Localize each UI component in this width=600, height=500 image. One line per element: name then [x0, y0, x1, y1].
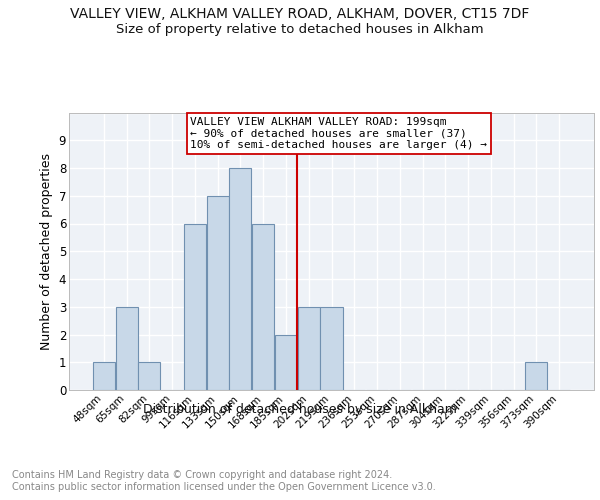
Bar [252, 224, 274, 390]
Bar [275, 334, 297, 390]
Bar [298, 306, 320, 390]
Text: Contains HM Land Registry data © Crown copyright and database right 2024.
Contai: Contains HM Land Registry data © Crown c… [12, 470, 436, 492]
Bar [116, 306, 138, 390]
Bar [139, 362, 160, 390]
Bar [525, 362, 547, 390]
Bar [93, 362, 115, 390]
Bar [229, 168, 251, 390]
Bar [320, 306, 343, 390]
Bar [206, 196, 229, 390]
Text: Size of property relative to detached houses in Alkham: Size of property relative to detached ho… [116, 22, 484, 36]
Y-axis label: Number of detached properties: Number of detached properties [40, 153, 53, 350]
Bar [184, 224, 206, 390]
Text: Distribution of detached houses by size in Alkham: Distribution of detached houses by size … [143, 402, 457, 415]
Text: VALLEY VIEW, ALKHAM VALLEY ROAD, ALKHAM, DOVER, CT15 7DF: VALLEY VIEW, ALKHAM VALLEY ROAD, ALKHAM,… [70, 8, 530, 22]
Text: VALLEY VIEW ALKHAM VALLEY ROAD: 199sqm
← 90% of detached houses are smaller (37): VALLEY VIEW ALKHAM VALLEY ROAD: 199sqm ←… [190, 116, 487, 150]
